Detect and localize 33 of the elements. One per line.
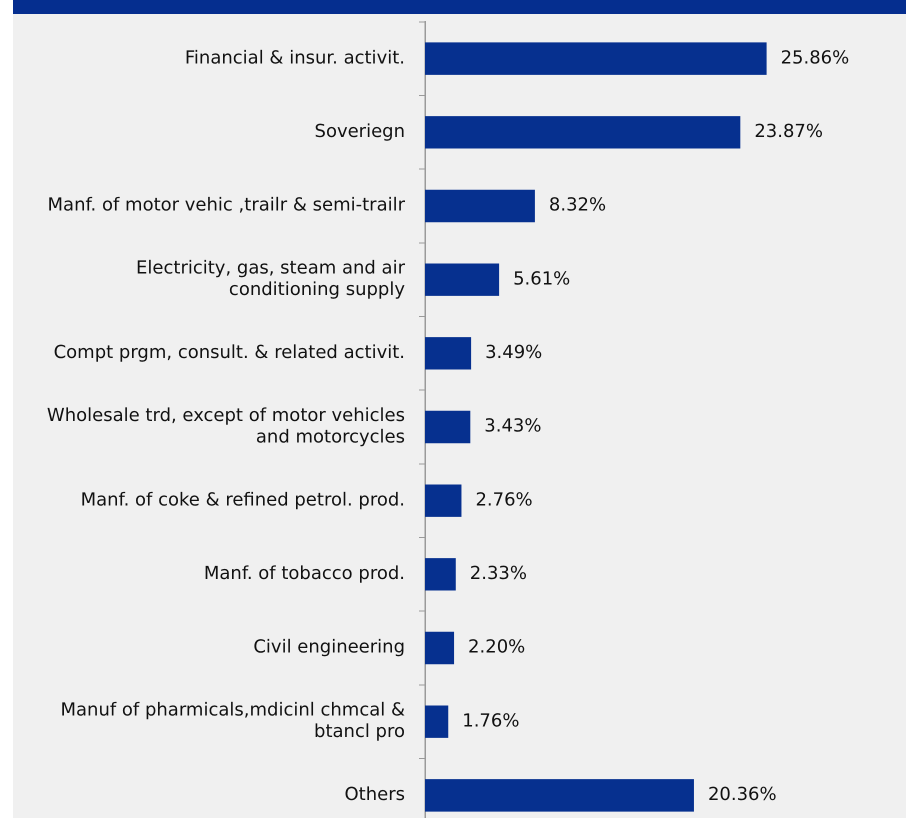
y-tick-label: Wholesale trd, except of motor vehicles and motorcycles [46,404,405,448]
y-tick-label: Manf. of coke & refined petrol. prod. [80,489,405,510]
bar [425,410,470,444]
y-tick-label: Others [344,784,405,806]
bar [425,558,456,591]
bar [425,42,767,75]
data-label: 23.87% [754,120,823,142]
data-label: 1.76% [462,710,520,732]
bar [425,632,454,664]
data-label: 25.86% [780,47,850,68]
y-tick-label: Compt prgm, consult. & related activit. [54,342,405,363]
y-tick-label: Manuf of pharmicals,mdicinl chmcal & btancl pro [60,700,405,742]
bar [425,484,462,517]
y-tick-label: Civil engineering [253,636,405,658]
y-tick-label: Manf. of motor vehic ,trailr & semi-trailr [48,194,406,216]
bar [425,705,448,738]
y-tick-label: Soveriegn [314,120,405,142]
bar [425,263,500,296]
data-label: 2.76% [475,489,533,510]
bar [425,337,472,370]
y-tick-label: Electricity, gas, steam and air conditioning supply [136,258,406,300]
data-label: 2.20% [468,636,526,658]
data-label: 8.32% [548,194,606,216]
bar [425,116,740,149]
y-tick-label: Manf. of tobacco prod. [204,563,405,584]
data-label: 5.61% [513,268,570,290]
data-label: 3.43% [484,416,542,437]
data-label: 2.33% [470,563,527,584]
y-tick-label: Financial & insur. activit. [184,47,405,68]
data-label: 20.36% [708,784,777,806]
bar [425,190,535,222]
bar [425,779,694,812]
data-label: 3.49% [485,342,542,363]
